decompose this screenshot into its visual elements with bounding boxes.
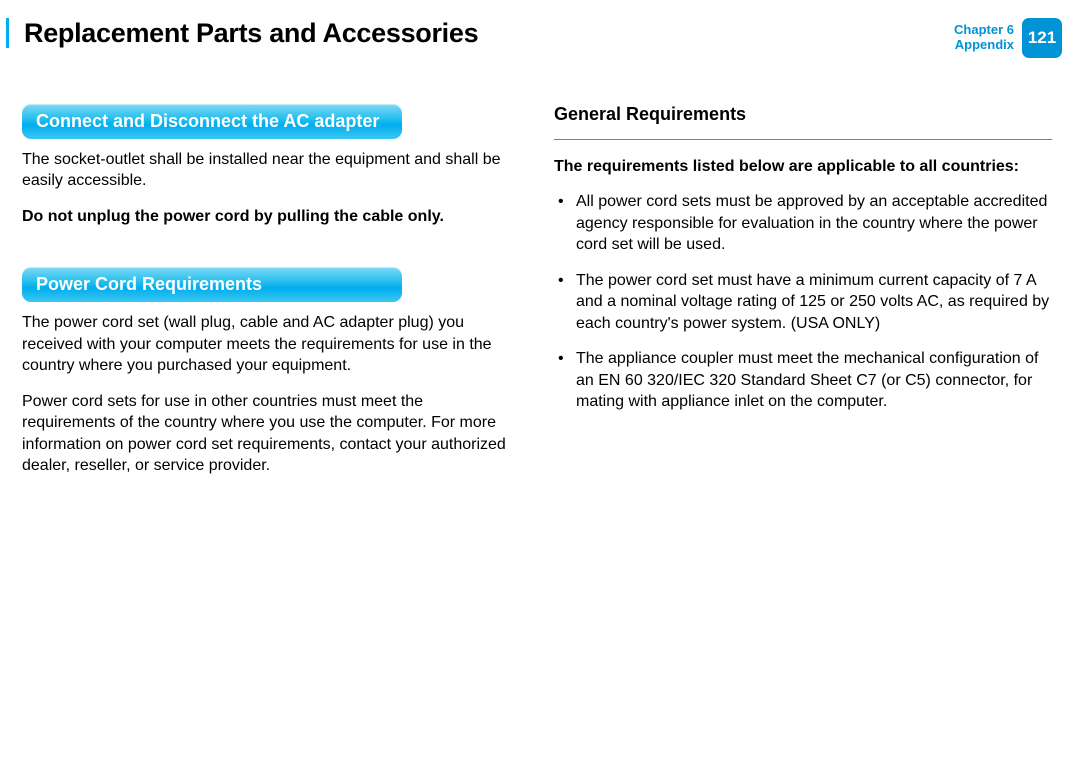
power-cord-para1: The power cord set (wall plug, cable and… bbox=[22, 312, 520, 376]
power-cord-para2: Power cord sets for use in other countri… bbox=[22, 391, 520, 477]
chapter-block: Chapter 6 Appendix 121 bbox=[954, 18, 1062, 58]
ac-adapter-warning: Do not unplug the power cord by pulling … bbox=[22, 206, 520, 227]
list-item: The power cord set must have a minimum c… bbox=[554, 270, 1052, 334]
section-spacer bbox=[22, 241, 520, 267]
chapter-line2: Appendix bbox=[954, 38, 1014, 53]
requirements-list: All power cord sets must be approved by … bbox=[554, 191, 1052, 412]
document-page: Replacement Parts and Accessories Chapte… bbox=[0, 0, 1080, 766]
list-item: The appliance coupler must meet the mech… bbox=[554, 348, 1052, 412]
page-number-badge: 121 bbox=[1022, 18, 1062, 58]
content-columns: Connect and Disconnect the AC adapter Th… bbox=[6, 58, 1062, 490]
page-title: Replacement Parts and Accessories bbox=[24, 18, 478, 49]
general-requirements-heading: General Requirements bbox=[554, 104, 1052, 125]
ac-adapter-para: The socket-outlet shall be installed nea… bbox=[22, 149, 520, 192]
section-heading-power-cord: Power Cord Requirements bbox=[22, 267, 402, 302]
left-column: Connect and Disconnect the AC adapter Th… bbox=[22, 104, 520, 490]
right-column: General Requirements The requirements li… bbox=[554, 104, 1052, 490]
page-number: 121 bbox=[1028, 28, 1056, 48]
chapter-label: Chapter 6 Appendix bbox=[954, 23, 1014, 53]
list-item: All power cord sets must be approved by … bbox=[554, 191, 1052, 255]
section-heading-ac-adapter: Connect and Disconnect the AC adapter bbox=[22, 104, 402, 139]
section-divider bbox=[554, 139, 1052, 140]
general-requirements-intro: The requirements listed below are applic… bbox=[554, 156, 1052, 177]
chapter-line1: Chapter 6 bbox=[954, 23, 1014, 38]
page-header: Replacement Parts and Accessories Chapte… bbox=[6, 18, 1062, 58]
